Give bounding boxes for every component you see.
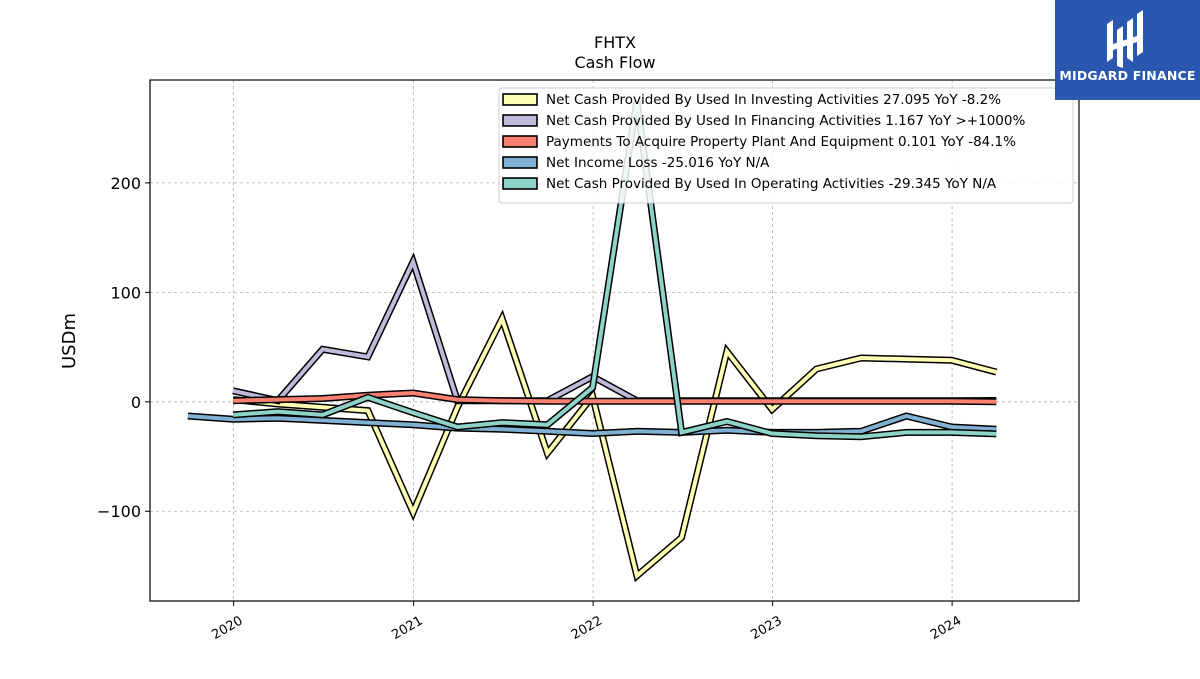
legend-label: Net Cash Provided By Used In Operating A… (546, 176, 997, 192)
x-tick-label: 2023 (748, 613, 784, 643)
y-tick-label: 200 (110, 174, 141, 193)
legend: Net Cash Provided By Used In Investing A… (498, 87, 1074, 204)
y-tick-label: −100 (97, 502, 141, 521)
series-lines (187, 100, 998, 583)
series-line (232, 309, 998, 583)
logo-text: MIDGARD FINANCE (1059, 68, 1196, 83)
x-tick-label: 2021 (389, 613, 425, 643)
legend-swatch (502, 114, 538, 127)
midgard-logo-icon (1107, 10, 1143, 68)
x-tick-label: 2020 (209, 613, 245, 643)
series-line (232, 252, 997, 405)
series-line (233, 389, 997, 406)
plot-frame (149, 79, 1080, 602)
y-axis-label: USDm (59, 313, 80, 369)
series-stroke (232, 100, 997, 439)
legend-label: Net Cash Provided By Used In Financing A… (546, 113, 1025, 129)
chart-subtitle: Cash Flow (574, 53, 655, 72)
x-tick-label: 2022 (569, 613, 605, 643)
legend-swatch (502, 135, 538, 148)
chart-title: FHTX (594, 33, 636, 52)
legend-label: Payments To Acquire Property Plant And E… (546, 134, 1016, 150)
legend-label: Net Cash Provided By Used In Investing A… (546, 92, 1001, 108)
midgard-finance-logo: MIDGARD FINANCE (1055, 0, 1200, 100)
series-stroke (187, 413, 997, 436)
legend-swatch (502, 156, 538, 169)
legend-box (498, 87, 1074, 204)
series-outline (232, 252, 997, 405)
series-stroke (232, 313, 997, 580)
series-stroke (233, 390, 997, 404)
series-line (232, 100, 997, 441)
legend-swatch (502, 93, 538, 106)
legend-swatch (502, 177, 538, 190)
series-stroke (232, 256, 997, 403)
y-tick-label: 0 (131, 393, 141, 412)
x-tick-label: 2024 (928, 613, 964, 643)
legend-label: Net Income Loss -25.016 YoY N/A (546, 155, 770, 171)
y-tick-label: 100 (110, 283, 141, 302)
series-line (187, 412, 997, 438)
